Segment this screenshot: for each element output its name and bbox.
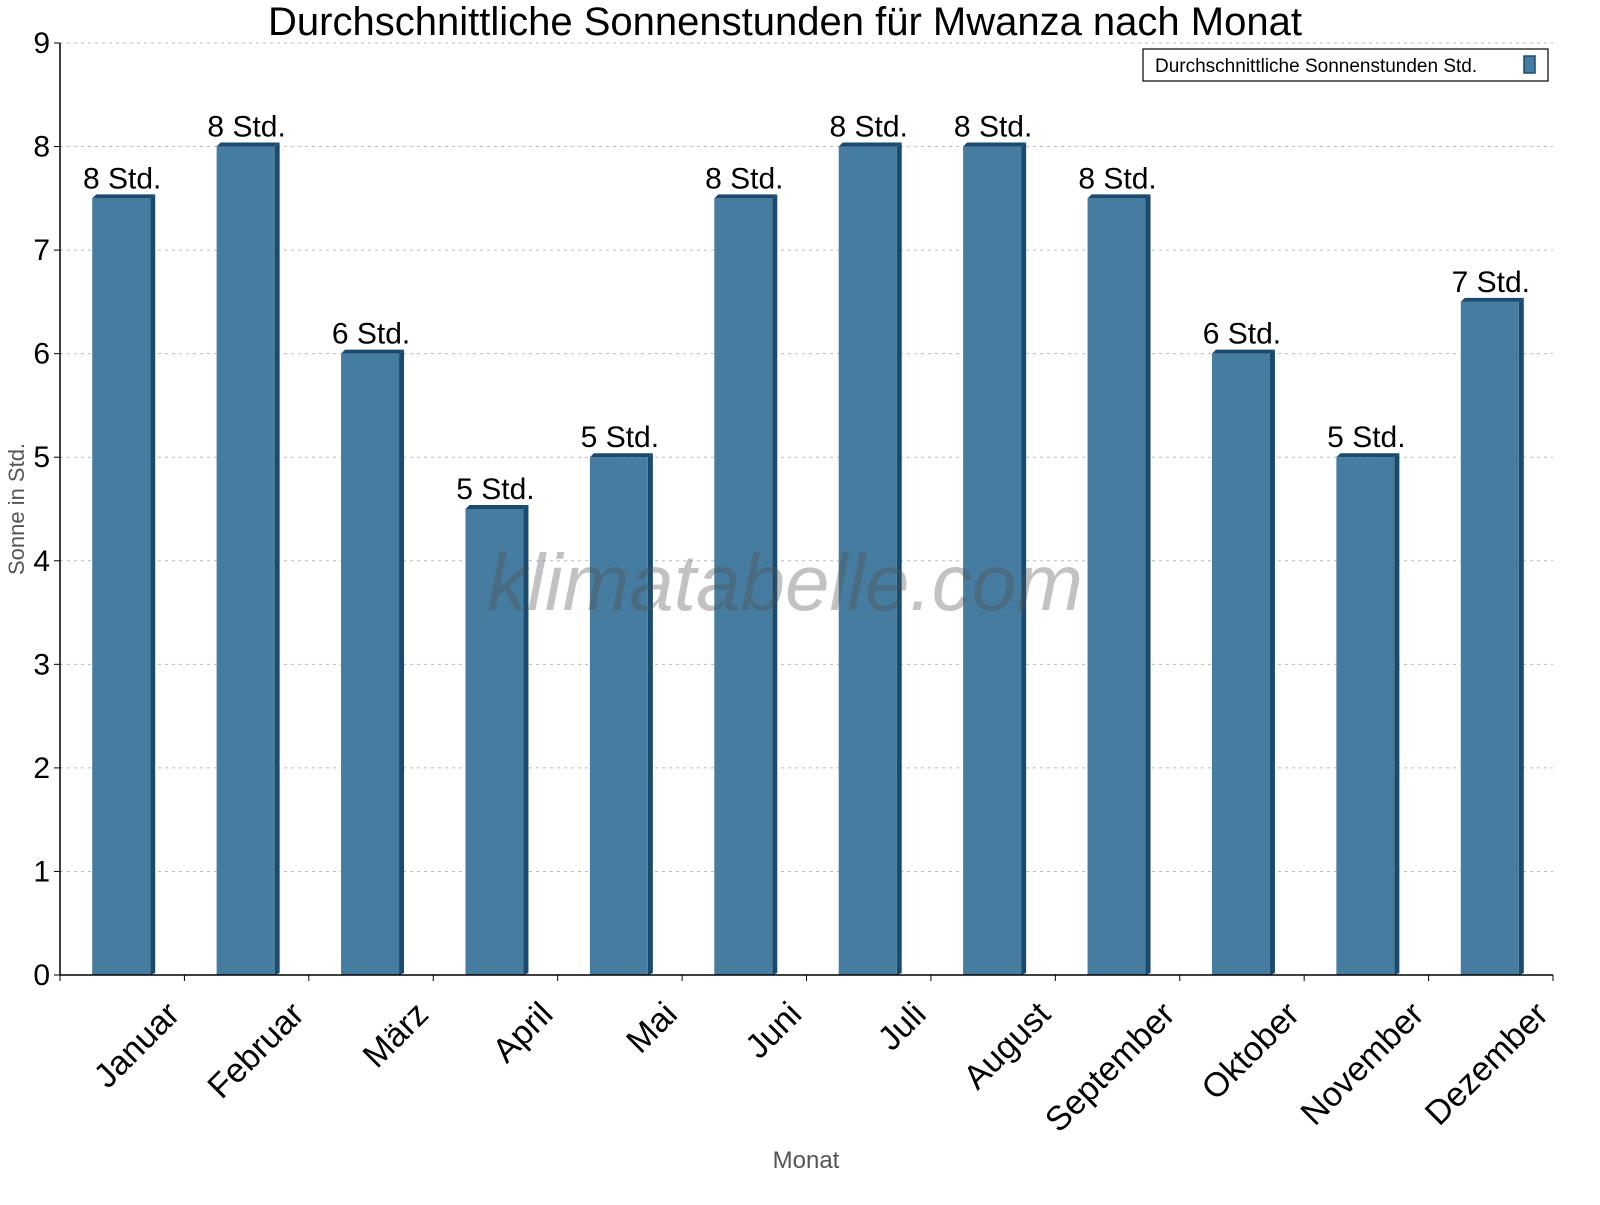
x-tick-label: Juli [871,995,934,1058]
bar-group: 5 Std. [456,473,535,975]
bar-top [92,194,156,199]
bar [216,146,275,976]
y-tick-label: 3 [33,648,50,681]
bar [341,353,400,976]
y-axis-label: Sonne in Std. [4,443,29,575]
bar-side [274,142,280,976]
bar-group: 5 Std. [581,421,659,975]
x-tick-label: Dezember [1418,995,1556,1133]
bar-top [1336,453,1400,458]
bar-side [1021,142,1027,976]
y-tick-label: 5 [33,441,50,474]
y-tick-label: 0 [33,959,50,992]
bar-top [714,194,778,199]
data-label: 5 Std. [581,421,659,454]
data-label: 8 Std. [1078,162,1156,195]
grid-lines [60,42,1553,872]
y-tick-label: 4 [33,545,50,578]
x-tick-label: März [356,995,436,1075]
data-label: 8 Std. [954,111,1032,144]
x-tick-label: November [1293,995,1431,1133]
data-label: 5 Std. [1327,421,1405,454]
bar-side [896,142,902,976]
bar [838,146,897,976]
bar-group: 8 Std. [954,111,1032,976]
x-tick-label: Mai [619,995,685,1061]
x-tick-label: September [1038,995,1182,1139]
bar [92,198,151,976]
y-tick-label: 1 [33,855,50,888]
bar-side [772,194,778,976]
bar [714,198,773,976]
bar-group: 5 Std. [1327,421,1406,975]
x-tick-label: Januar [87,995,187,1095]
data-label: 8 Std. [207,111,285,144]
x-tick-label: August [956,995,1058,1097]
bar-side [1145,194,1151,976]
bar-top [1460,297,1524,302]
bar [589,457,648,975]
legend: Durchschnittliche Sonnenstunden Std. [1142,48,1549,82]
y-tick-label: 2 [33,752,50,785]
bar-group: 7 Std. [1452,266,1530,975]
bar-group: 8 Std. [705,162,783,976]
bar-top [216,142,280,147]
bar [1211,353,1270,976]
bar [1336,457,1395,975]
y-tick-label: 7 [33,234,50,267]
bar-top [1087,194,1151,199]
bar-group: 6 Std. [332,318,410,976]
bar-group: 8 Std. [830,111,908,976]
data-label: 6 Std. [332,318,410,351]
legend-swatch [1523,55,1536,74]
bar-group: 8 Std. [207,111,286,976]
bar-top [963,142,1027,147]
watermark: klimatabelle.com [487,538,1083,627]
bar-side [1269,349,1275,976]
bar [1460,301,1519,975]
bar-group: 6 Std. [1203,318,1281,976]
bar [465,509,524,975]
y-tick-label: 6 [33,338,50,371]
y-tick-label: 8 [33,131,50,164]
x-axis-label: Monat [773,1147,840,1174]
chart-title: Durchschnittliche Sonnenstunden für Mwan… [268,0,1302,44]
bar-group: 8 Std. [1078,162,1157,976]
bar-top [1211,349,1275,354]
data-label: 5 Std. [456,473,534,506]
bar-top [341,349,405,354]
bar-top [589,453,653,458]
bar [963,146,1022,976]
bar-side [647,453,653,975]
data-label: 8 Std. [830,111,908,144]
bar-side [523,505,529,975]
data-label: 6 Std. [1203,318,1281,351]
x-tick-label: Oktober [1194,995,1306,1107]
bar [1087,198,1146,976]
x-tick-label: Juni [738,995,809,1066]
data-label: 8 Std. [83,162,161,195]
bar-top [838,142,902,147]
data-label: 8 Std. [705,162,783,195]
bar-group: 8 Std. [83,162,161,976]
bar-side [150,194,156,976]
bar-side [1518,297,1524,975]
x-tick-label: April [485,995,560,1070]
bar-side [399,349,405,976]
bar-side [1394,453,1400,975]
bar-top [465,505,529,509]
legend-label: Durchschnittliche Sonnenstunden Std. [1155,56,1477,77]
bars: 8 Std. 8 Std. 6 Std. 5 Std. 5 Std. 8 Std. 8 St… [83,111,1530,976]
data-label: 7 Std. [1452,266,1530,299]
x-tick-label: Februar [200,995,311,1106]
y-tick-label: 9 [33,27,50,60]
